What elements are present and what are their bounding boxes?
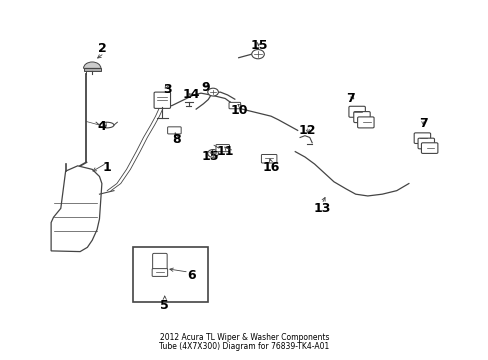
Bar: [133, 247, 208, 302]
Text: 8: 8: [172, 133, 181, 146]
Text: 7: 7: [418, 117, 427, 130]
Text: 11: 11: [216, 145, 233, 158]
Ellipse shape: [99, 122, 114, 128]
Text: 4: 4: [97, 120, 106, 133]
Text: 7: 7: [346, 92, 354, 105]
Text: 3: 3: [163, 83, 171, 96]
FancyBboxPatch shape: [357, 117, 373, 128]
FancyBboxPatch shape: [228, 102, 240, 109]
Text: 2: 2: [97, 42, 106, 55]
Text: 15: 15: [250, 39, 267, 52]
FancyBboxPatch shape: [152, 253, 167, 270]
Text: 12: 12: [298, 124, 315, 137]
Text: 2012 Acura TL Wiper & Washer Components: 2012 Acura TL Wiper & Washer Components: [160, 333, 328, 342]
Text: 1: 1: [102, 161, 111, 174]
FancyBboxPatch shape: [417, 138, 434, 149]
Circle shape: [207, 149, 218, 157]
FancyBboxPatch shape: [152, 269, 167, 276]
FancyBboxPatch shape: [261, 154, 276, 163]
Text: 13: 13: [312, 202, 330, 215]
FancyBboxPatch shape: [167, 127, 181, 134]
Text: 9: 9: [201, 81, 210, 94]
FancyBboxPatch shape: [348, 106, 365, 117]
Text: 6: 6: [186, 269, 195, 282]
FancyBboxPatch shape: [154, 92, 170, 108]
Circle shape: [207, 88, 218, 96]
Text: 15: 15: [202, 150, 219, 163]
FancyBboxPatch shape: [421, 143, 437, 153]
Circle shape: [251, 50, 264, 59]
FancyBboxPatch shape: [216, 145, 229, 152]
FancyBboxPatch shape: [413, 133, 430, 144]
Text: 10: 10: [230, 104, 248, 117]
Polygon shape: [51, 166, 102, 252]
Bar: [83, 68, 101, 71]
Text: 14: 14: [182, 89, 200, 102]
Text: Tube (4X7X300) Diagram for 76839-TK4-A01: Tube (4X7X300) Diagram for 76839-TK4-A01: [159, 342, 329, 351]
Text: 5: 5: [160, 299, 169, 312]
Text: 16: 16: [262, 161, 279, 174]
Wedge shape: [83, 62, 101, 68]
FancyBboxPatch shape: [353, 112, 369, 123]
